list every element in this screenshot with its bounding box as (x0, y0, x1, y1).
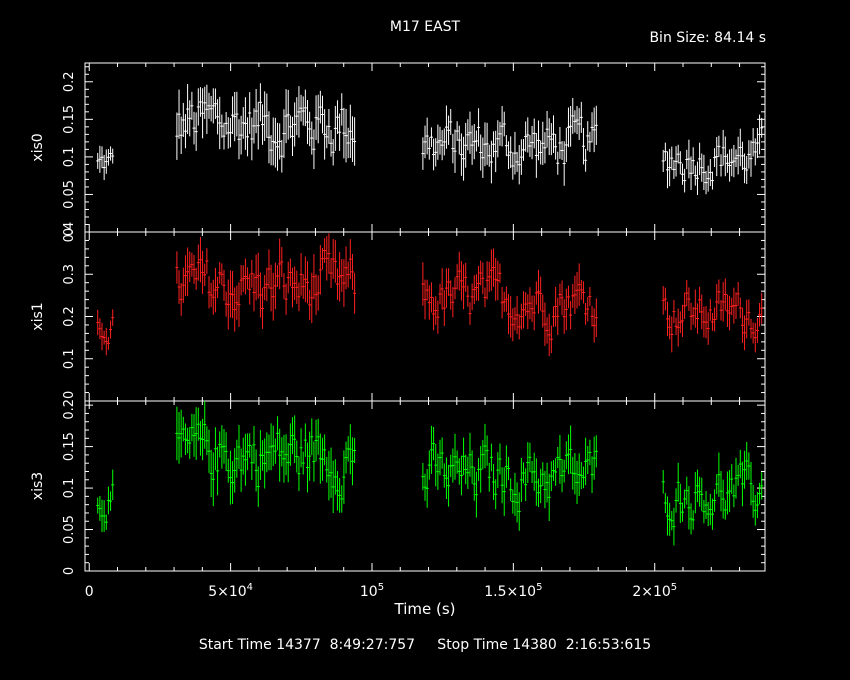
y-axis-label: xis3 (30, 472, 46, 500)
x-tick-label: 0 (85, 584, 94, 600)
x-tick-label: 5×104 (208, 582, 253, 600)
y-tick-label: 0.15 (62, 105, 77, 134)
y-tick-label: 0.05 (62, 180, 77, 209)
x-tick-label: 2×105 (632, 582, 677, 600)
y-tick-label: 0 (62, 567, 77, 575)
y-tick-label: 0.1 (62, 478, 77, 499)
y-tick-label: 0.3 (62, 264, 77, 285)
y-tick-label: 0.1 (62, 147, 77, 168)
y-axis-label: xis1 (30, 302, 46, 330)
y-tick-label: 0.1 (62, 348, 77, 369)
y-axis-label: xis0 (30, 133, 46, 161)
y-tick-label: 0 (62, 228, 77, 236)
panel-xis1: 0.1 0.2 0.3 0.4 xis1 (30, 222, 766, 402)
series-xis3 (96, 401, 764, 546)
bin-size-label: Bin Size: 84.14 s (649, 30, 766, 46)
y-tick-label: 0.2 (62, 71, 77, 92)
time-range-footer: Start Time 14377 8:49:27:757 Stop Time 1… (198, 637, 652, 653)
y-tick-label: 0.05 (62, 515, 77, 544)
series-xis1 (96, 233, 764, 357)
x-axis-label: Time (s) (394, 600, 456, 618)
panel-frame (84, 400, 766, 572)
x-tick-label: 1.5×105 (484, 582, 542, 600)
panel-xis3: 0 0.05 0.1 0.15 0.20 xis3 (30, 391, 766, 575)
y-tick-label: 0.4 (62, 222, 77, 243)
x-tick-label: 105 (360, 582, 384, 600)
y-tick-label: 0.15 (62, 432, 77, 461)
panel-xis0: 0 0.05 0.1 0.15 0.2 xis0 (30, 62, 766, 236)
chart-title: M17 EAST (389, 19, 461, 35)
y-tick-label: 0.20 (62, 391, 77, 420)
series-xis0 (96, 83, 764, 195)
y-tick-label: 0.2 (62, 306, 77, 327)
